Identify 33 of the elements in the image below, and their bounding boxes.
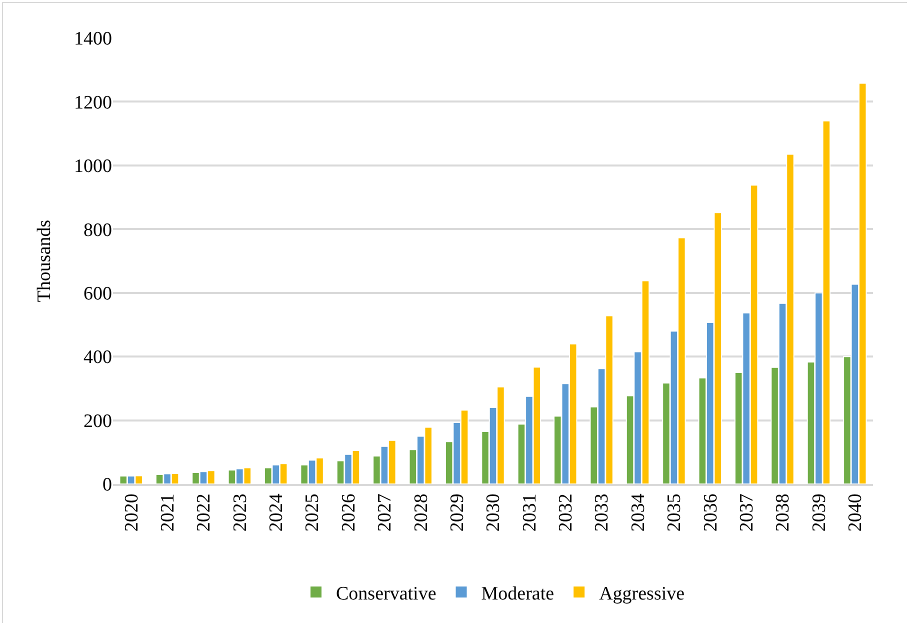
legend-label: Aggressive [599, 583, 685, 604]
x-tick-label: 2031 [519, 494, 540, 532]
x-tick-label: 2021 [157, 494, 178, 532]
x-tick-label: 2037 [736, 494, 758, 532]
x-tick-label: 2039 [808, 494, 830, 532]
x-tick-label: 2036 [700, 494, 722, 532]
x-tick-label: 2034 [628, 493, 649, 532]
y-tick-label: 600 [84, 284, 112, 305]
x-tick-label: 2038 [772, 494, 794, 532]
x-tick-label: 2029 [446, 494, 468, 532]
y-tick-label: 1000 [74, 156, 112, 178]
x-tick-label: 2023 [230, 494, 251, 532]
y-tick-label: 800 [84, 220, 112, 241]
x-tick-label: 2027 [374, 494, 396, 532]
legend-label: Moderate [481, 583, 554, 604]
x-tick-label: 2020 [121, 494, 142, 532]
x-tick-label: 2022 [194, 494, 215, 532]
x-tick-label: 2033 [592, 494, 613, 532]
x-tick-label: 2040 [845, 494, 866, 532]
x-tick-label: 2032 [556, 494, 577, 532]
x-tick-label: 2035 [664, 494, 686, 532]
x-tick-label: 2030 [483, 494, 504, 532]
x-tick-label: 2025 [302, 494, 324, 532]
y-tick-label: 1200 [74, 92, 112, 114]
x-tick-label: 2028 [410, 494, 432, 532]
y-tick-label: 0 [102, 474, 112, 496]
x-tick-label: 2024 [266, 493, 288, 532]
x-tick-label: 2026 [338, 494, 360, 532]
y-tick-label: 400 [84, 347, 112, 368]
y-axis-title: Thousands [34, 220, 55, 302]
y-tick-label: 200 [84, 410, 112, 432]
legend-label: Conservative [336, 583, 436, 604]
y-tick-label: 1400 [74, 28, 112, 50]
